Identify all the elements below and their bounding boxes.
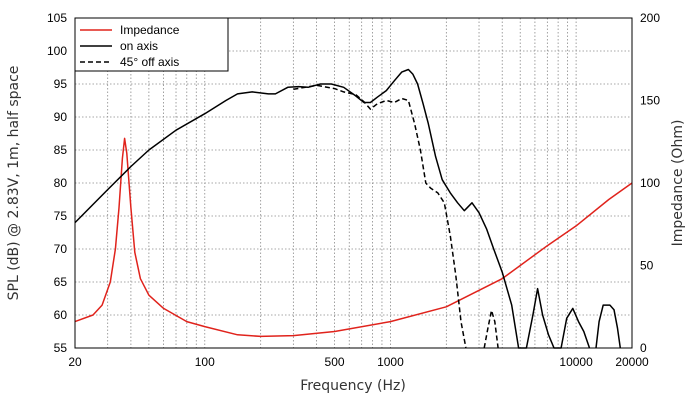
- y-right-tick-label: 50: [640, 259, 654, 273]
- series-layer: [74, 68, 633, 349]
- y-left-tick-label: 85: [54, 143, 68, 157]
- y-left-tick-label: 105: [47, 11, 67, 25]
- y-right-tick-label: 100: [640, 176, 660, 190]
- y-left-tick-label: 95: [54, 77, 68, 91]
- y-left-tick-label: 100: [47, 44, 67, 58]
- plot-frame: [74, 17, 633, 349]
- series-line-on-axis: [74, 68, 591, 349]
- x-tick-label: 100: [195, 355, 215, 369]
- series-line-impedance: [74, 137, 633, 338]
- y-left-tick-label: 70: [54, 242, 68, 256]
- x-tick-label: 500: [325, 355, 345, 369]
- x-tick-label: 10000: [559, 355, 593, 369]
- y-left-tick-label: 55: [54, 341, 68, 355]
- legend-label-off-axis: 45° off axis: [120, 55, 179, 69]
- y-left-tick-label: 75: [54, 209, 68, 223]
- legend: Impedance on axis 45° off axis: [74, 17, 229, 72]
- y-right-tick-label: 200: [640, 11, 660, 25]
- x-tick-label: 20000: [615, 355, 649, 369]
- x-tick-label: 1000: [377, 355, 404, 369]
- x-axis-title: Frequency (Hz): [300, 378, 406, 394]
- legend-label-on-axis: on axis: [120, 39, 158, 53]
- series-line-45-off-axis: [483, 309, 499, 349]
- y-axis-left-title: SPL (dB) @ 2.83V, 1m, half space: [6, 66, 22, 301]
- grid: [75, 18, 632, 348]
- tick-labels: 20 100 500 1000 10000 20000556065707580859095…: [47, 11, 660, 369]
- y-right-tick-label: 150: [640, 94, 660, 108]
- y-left-tick-label: 60: [54, 308, 68, 322]
- series-line-on-axis: [595, 304, 622, 349]
- legend-label-impedance: Impedance: [120, 23, 180, 37]
- y-left-tick-label: 65: [54, 275, 68, 289]
- y-right-tick-label: 0: [640, 341, 647, 355]
- x-tick-label: 20: [68, 355, 82, 369]
- series-line-45-off-axis: [293, 84, 467, 349]
- y-left-tick-label: 80: [54, 176, 68, 190]
- y-left-tick-label: 90: [54, 110, 68, 124]
- y-axis-right-title: Impedance (Ohm): [670, 120, 686, 247]
